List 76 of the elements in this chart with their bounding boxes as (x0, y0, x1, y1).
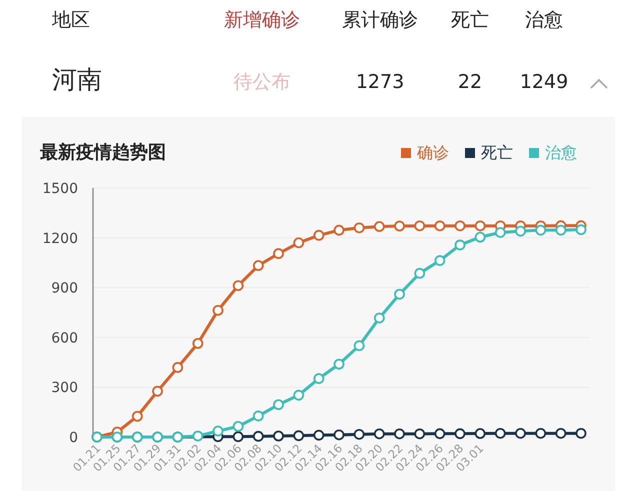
point (293, 430, 304, 442)
point (454, 220, 466, 232)
point (555, 428, 566, 439)
point (354, 222, 365, 234)
point (252, 260, 264, 271)
text: 待公布 (234, 71, 290, 93)
point (313, 230, 324, 241)
point (192, 430, 204, 442)
point (414, 268, 426, 279)
point (515, 226, 526, 237)
point (192, 338, 204, 349)
point (293, 237, 304, 248)
point (374, 221, 385, 232)
text: 死亡 (451, 9, 489, 31)
point (535, 428, 546, 439)
point (252, 410, 264, 422)
point (454, 240, 466, 250)
point (273, 248, 284, 259)
point (414, 220, 426, 232)
point (313, 373, 324, 384)
text: 新增确诊 (224, 9, 300, 31)
point (576, 224, 586, 236)
y-tick-label: 600 (51, 330, 78, 346)
point (273, 430, 284, 442)
point (212, 304, 224, 316)
point (232, 420, 244, 432)
text: 1249 (520, 71, 568, 93)
point (374, 312, 385, 324)
point (555, 224, 566, 236)
point (474, 428, 486, 439)
point (152, 386, 163, 397)
text: 地区 (51, 9, 90, 31)
y-tick-label: 300 (51, 380, 78, 396)
point (414, 428, 426, 440)
point (354, 428, 365, 440)
y-tick-label: 0 (69, 430, 78, 446)
point (576, 428, 586, 439)
text: 河南 (52, 65, 102, 94)
point (232, 431, 244, 442)
point (212, 426, 224, 436)
point (474, 232, 486, 243)
point (434, 255, 446, 266)
point (474, 220, 486, 232)
point (494, 428, 506, 439)
point (334, 358, 344, 370)
point (293, 390, 304, 401)
point (354, 340, 365, 352)
text: 累计确诊 (342, 9, 418, 31)
chart-title: 最新疫情趋势图 (39, 142, 166, 163)
y-tick-label: 1200 (42, 230, 78, 247)
point (334, 429, 344, 440)
point (374, 428, 385, 440)
legend-label: 确诊 (416, 143, 449, 162)
point (535, 224, 546, 236)
point (132, 410, 143, 422)
point (172, 362, 184, 373)
point (334, 224, 344, 236)
point (232, 280, 244, 292)
point (434, 428, 446, 440)
text: 1273 (356, 71, 404, 93)
point (273, 399, 284, 410)
text: 22 (458, 71, 482, 93)
point (252, 430, 264, 442)
legend-label: 死亡 (481, 143, 513, 162)
text: 治愈 (525, 9, 563, 31)
point (394, 428, 405, 440)
point (494, 227, 506, 238)
point (394, 220, 405, 232)
y-tick-label: 1500 (42, 181, 78, 197)
point (434, 220, 446, 232)
point (313, 430, 324, 441)
point (394, 288, 405, 300)
legend-label: 治愈 (545, 143, 577, 162)
y-tick-label: 900 (51, 280, 78, 297)
point (454, 428, 466, 440)
point (515, 428, 526, 439)
